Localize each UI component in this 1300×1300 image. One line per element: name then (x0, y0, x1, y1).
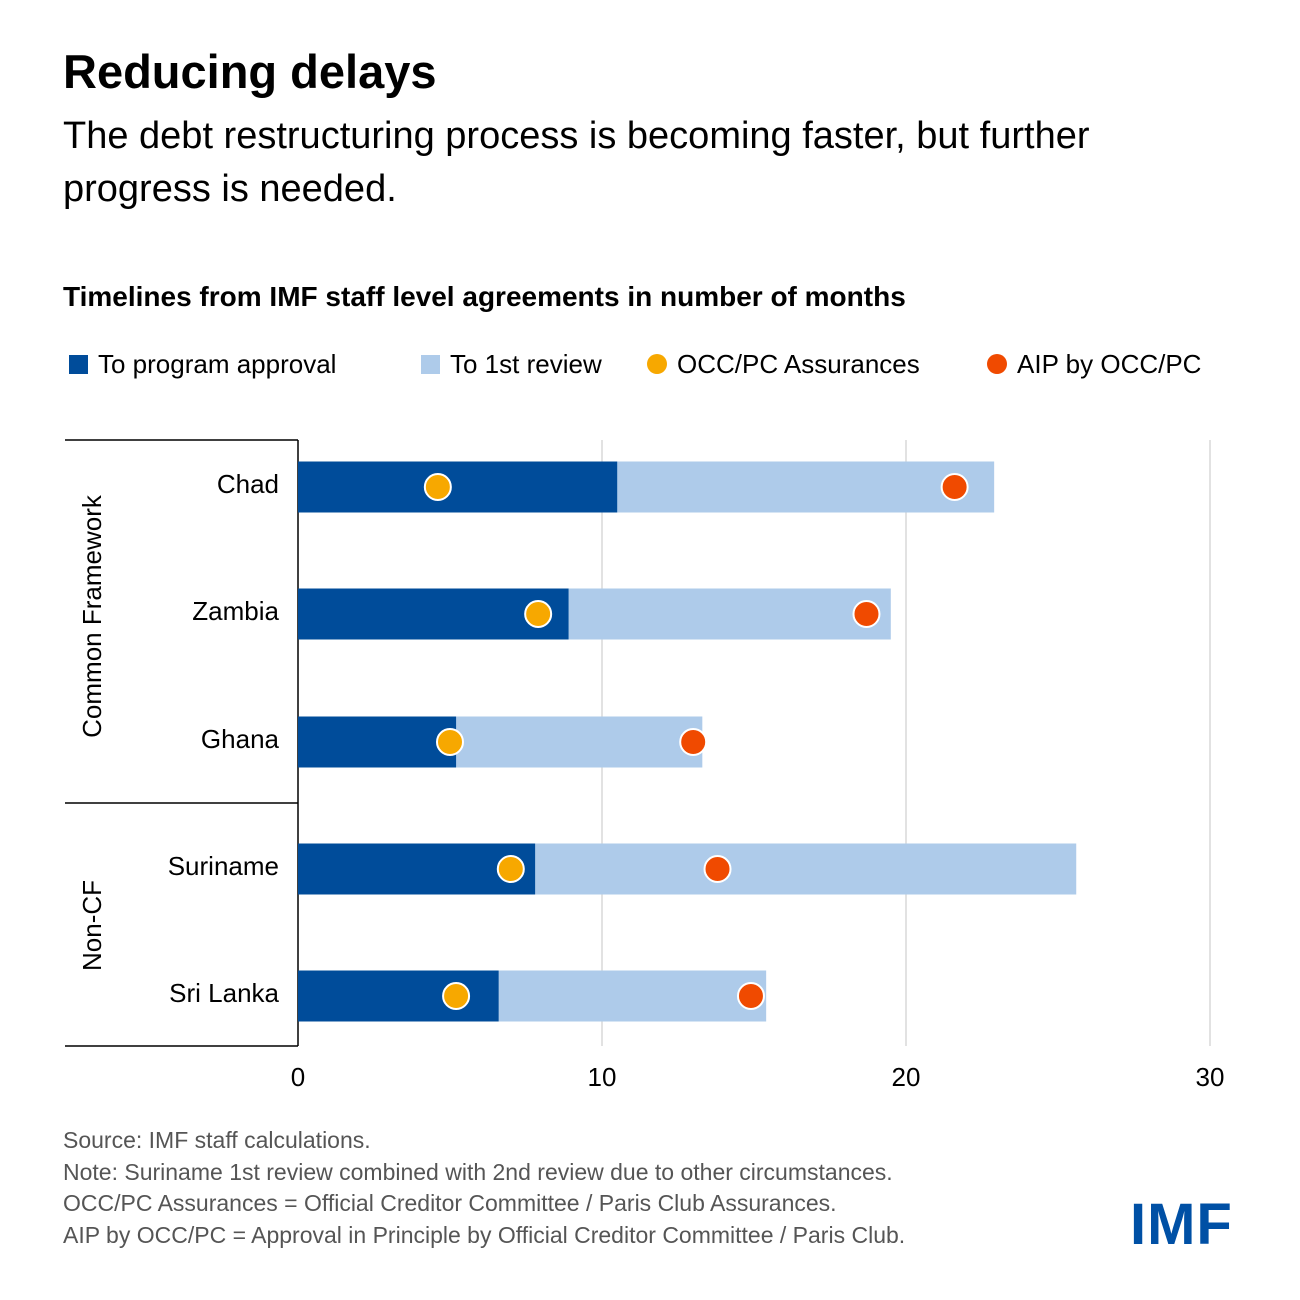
group-label-common-framework: Common Framework (77, 494, 107, 738)
marker-aip-zambia (852, 600, 881, 628)
bar-program-approval-ghana (298, 716, 457, 768)
category-label-ghana: Ghana (201, 724, 280, 754)
marker-aip-sri-lanka (736, 982, 765, 1010)
legend-label-program-approval: To program approval (98, 348, 337, 379)
bar-program-approval-zambia (298, 588, 569, 640)
bar-program-approval-chad (298, 461, 618, 513)
category-label-chad: Chad (217, 469, 279, 499)
legend-label-occ-assurances: OCC/PC Assurances (677, 348, 920, 379)
legend-swatch-occ-assurances (647, 354, 667, 374)
legend-swatch-program-approval (69, 354, 88, 374)
chart-title: Timelines from IMF staff level agreement… (63, 281, 906, 312)
marker-occ-assurances-ghana (436, 728, 464, 756)
timeline-chart: Common Framework Non-CF Chad Zambia Ghana Sur… (65, 439, 1225, 1092)
legend-item-occ-assurances: OCC/PC Assurances (647, 346, 920, 382)
x-tick-label-30: 30 (1196, 1062, 1225, 1092)
legend-item-aip: AIP by OCC/PC (987, 346, 1201, 382)
page-subtitle: The debt restructuring process is becomi… (63, 115, 1090, 210)
marker-aip-suriname (703, 855, 732, 883)
category-label-zambia: Zambia (192, 596, 279, 626)
footnotes: Source: IMF staff calculations. Note: Su… (63, 1125, 905, 1251)
legend-item-program-approval: To program approval (69, 346, 336, 382)
marker-occ-assurances-zambia (524, 600, 553, 628)
x-tick-label-0: 0 (291, 1062, 305, 1092)
footnote-aip-definition: AIP by OCC/PC = Approval in Principle by… (63, 1221, 906, 1248)
chart-legend: To program approval To 1st review OCC/PC… (0, 346, 1300, 386)
category-label-suriname: Suriname (168, 851, 279, 881)
footnote-occ-definition: OCC/PC Assurances = Official Creditor Co… (63, 1190, 837, 1216)
page-title: Reducing delays (63, 45, 437, 98)
group-label-non-cf: Non-CF (77, 880, 107, 971)
legend-swatch-first-review (421, 354, 440, 374)
bar-program-approval-suriname (298, 843, 536, 895)
marker-aip-ghana (679, 728, 708, 756)
legend-label-aip: AIP by OCC/PC (1017, 348, 1202, 379)
legend-label-first-review: To 1st review (450, 348, 602, 379)
legend-item-first-review: To 1st review (421, 346, 602, 382)
imf-logo: IMF (1130, 1192, 1233, 1257)
legend-swatch-aip (987, 354, 1007, 374)
marker-occ-assurances-chad (423, 473, 452, 501)
footnote-note: Note: Suriname 1st review combined with … (63, 1158, 893, 1185)
marker-occ-assurances-sri-lanka (442, 982, 471, 1010)
x-tick-label-20: 20 (892, 1062, 921, 1092)
category-label-sri-lanka: Sri Lanka (169, 978, 279, 1008)
x-tick-label-10: 10 (588, 1062, 617, 1092)
marker-occ-assurances-suriname (496, 855, 525, 883)
marker-aip-chad (940, 473, 969, 501)
footnote-source: Source: IMF staff calculations. (63, 1127, 371, 1153)
